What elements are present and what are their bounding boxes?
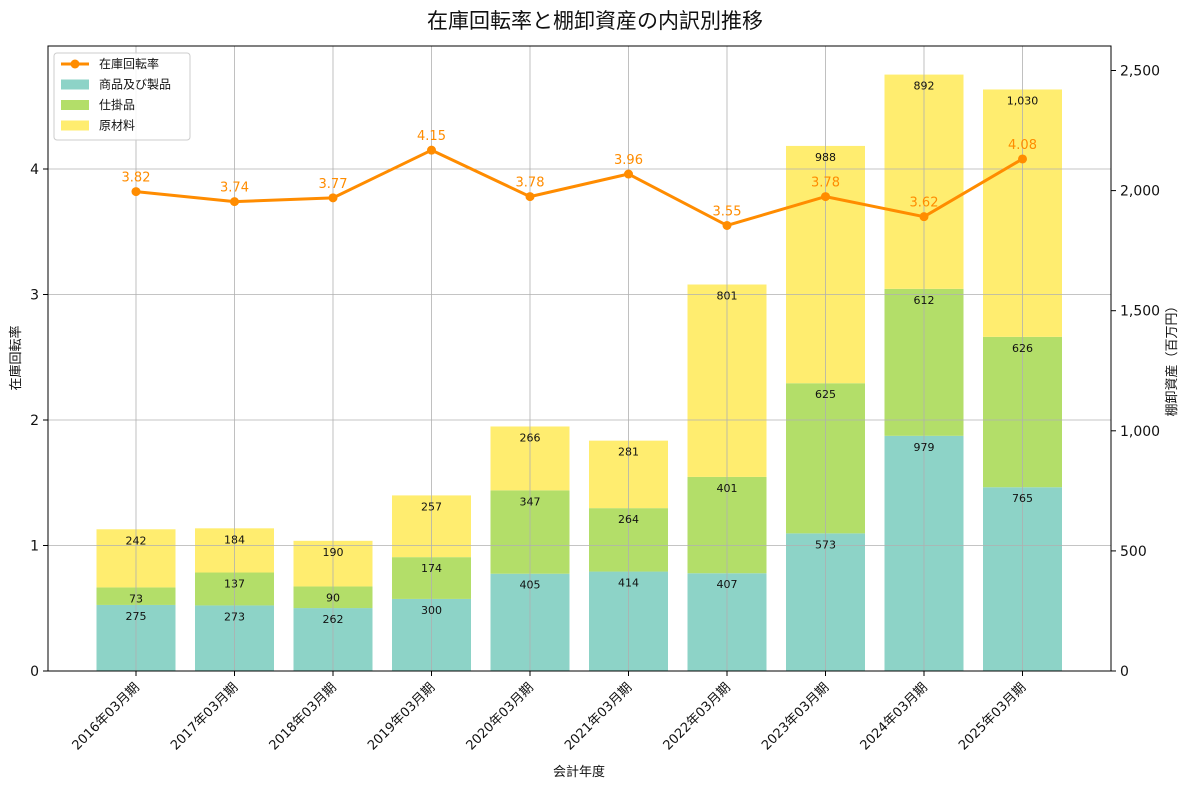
turnover-point <box>230 197 239 207</box>
bar-value-label: 262 <box>323 613 344 626</box>
y-right-tick-label: 500 <box>1120 544 1147 560</box>
bar-value-label: 300 <box>421 604 442 617</box>
bar-value-label: 264 <box>618 513 639 526</box>
turnover-value-label: 3.55 <box>713 204 742 219</box>
y-axis-right-label: 棚卸資産（百万円） <box>1164 299 1180 416</box>
x-tick-label: 2021年03月期 <box>562 680 635 753</box>
legend-swatch <box>61 79 89 90</box>
turnover-point <box>919 212 929 222</box>
y-right-tick-label: 1,000 <box>1120 424 1160 440</box>
x-tick-label: 2022年03月期 <box>661 680 734 753</box>
bar-value-label: 137 <box>224 578 245 591</box>
y-left-tick-label: 4 <box>30 162 39 178</box>
bar-value-label: 612 <box>914 294 935 307</box>
y-left-tick-label: 1 <box>30 538 39 554</box>
legend-entry-label: 原材料 <box>99 119 135 133</box>
turnover-line: 3.82 3.74 3.77 4.15 3.78 3.96 3.55 3.78 3.62 4.08 <box>122 129 1037 230</box>
x-tick-label: 2023年03月期 <box>759 680 832 753</box>
bar-value-label: 801 <box>717 290 738 303</box>
x-tick-label: 2016年03月期 <box>70 680 143 753</box>
legend-entry-label: 在庫回転率 <box>99 56 159 71</box>
turnover-point <box>131 187 141 197</box>
x-tick-label: 2025年03月期 <box>956 680 1029 753</box>
x-tick-label: 2019年03月期 <box>365 680 438 753</box>
turnover-value-label: 4.08 <box>1008 138 1037 153</box>
bar-value-label: 174 <box>421 562 442 575</box>
turnover-value-label: 3.78 <box>516 176 545 191</box>
x-tick-label: 2020年03月期 <box>464 680 537 753</box>
bar-value-label: 401 <box>717 482 738 495</box>
turnover-value-label: 3.74 <box>220 181 249 196</box>
turnover-point <box>1018 154 1027 164</box>
bar-value-label: 266 <box>520 431 541 444</box>
chart-title: 在庫回転率と棚卸資産の内訳別推移 <box>427 9 763 33</box>
y-right-tick-label: 2,000 <box>1120 184 1160 200</box>
bar-value-label: 1,030 <box>1007 94 1039 107</box>
y-axis-left-label: 在庫回転率 <box>8 325 24 390</box>
x-tick-label: 2024年03月期 <box>858 680 931 753</box>
bar-value-label: 765 <box>1012 492 1033 505</box>
bar-value-label: 347 <box>520 495 541 508</box>
turnover-point <box>328 193 338 203</box>
bar-value-label: 257 <box>421 500 442 513</box>
legend-box <box>53 52 191 141</box>
turnover-point <box>722 220 732 230</box>
turnover-line-path <box>135 148 1024 227</box>
y-right-tick-label: 1,500 <box>1120 304 1160 320</box>
bar-value-label: 405 <box>520 579 541 592</box>
turnover-value-label: 3.82 <box>122 171 151 186</box>
bar-value-label: 242 <box>126 534 147 547</box>
bar-value-label: 892 <box>914 80 935 93</box>
turnover-point <box>525 192 535 202</box>
bar-value-label: 573 <box>815 538 836 551</box>
bar-value-label: 73 <box>129 592 143 605</box>
legend-entry-label: 仕掛品 <box>99 97 135 112</box>
y-right-tick-label: 2,500 <box>1120 64 1160 80</box>
bar-value-label: 626 <box>1012 342 1033 355</box>
plot-frame <box>47 45 1112 672</box>
bar-value-label: 184 <box>224 533 245 546</box>
y-left-tick-label: 0 <box>30 664 39 680</box>
x-axis-label: 会計年度 <box>553 764 605 780</box>
turnover-value-label: 3.96 <box>614 153 643 168</box>
bar-value-label: 275 <box>126 610 147 623</box>
bar-value-label: 979 <box>914 441 935 454</box>
grid <box>48 46 1111 671</box>
bar-value-label: 273 <box>224 610 245 623</box>
x-tick-label: 2017年03月期 <box>168 680 241 753</box>
turnover-value-label: 3.77 <box>319 177 348 192</box>
bar-labels: 275 73 242 273 137 184 262 90 190 300 174 257 405 347… <box>126 80 1039 626</box>
y-left-tick-label: 2 <box>30 413 39 429</box>
y-right-tick-label: 0 <box>1120 664 1129 680</box>
turnover-point <box>427 145 436 155</box>
legend-swatch <box>61 100 89 110</box>
turnover-value-label: 4.15 <box>417 129 446 144</box>
x-tick-label: 2018年03月期 <box>267 680 340 753</box>
bar-value-label: 407 <box>717 578 738 591</box>
legend-swatch <box>61 120 89 131</box>
turnover-value-label: 3.78 <box>811 176 840 191</box>
turnover-point <box>624 169 633 179</box>
bar-value-label: 90 <box>326 591 340 604</box>
turnover-value-label: 3.62 <box>910 196 939 211</box>
turnover-point <box>821 192 830 202</box>
bar-value-label: 190 <box>323 546 344 559</box>
bar-value-label: 625 <box>815 388 836 401</box>
bar-value-label: 414 <box>618 577 639 590</box>
legend-entry-label: 商品及び製品 <box>99 77 171 92</box>
bar-value-label: 281 <box>618 446 639 459</box>
y-left-tick-label: 3 <box>30 287 39 303</box>
legend-line-marker <box>70 59 80 69</box>
bar-value-label: 988 <box>815 151 836 164</box>
